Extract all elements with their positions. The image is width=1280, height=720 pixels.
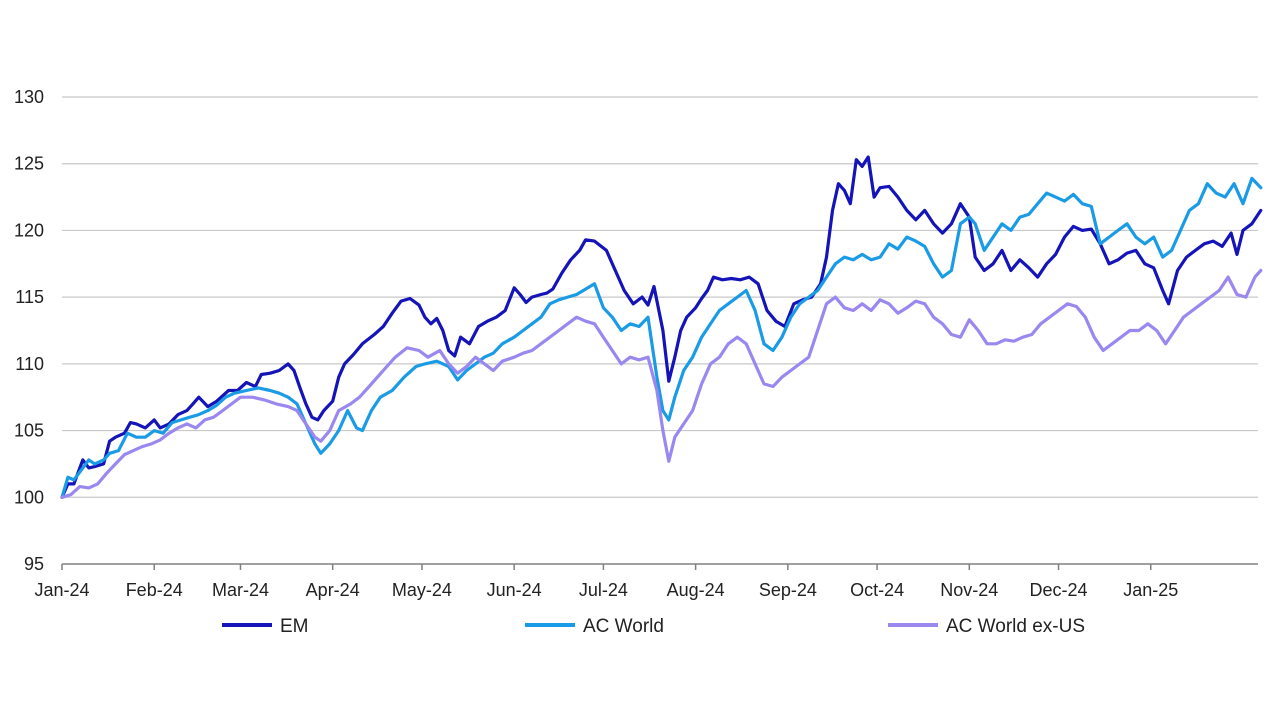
x-tick-label: Dec-24 <box>1030 580 1088 600</box>
series-line-0 <box>60 155 1263 499</box>
x-tick-label: Apr-24 <box>306 580 360 600</box>
x-tick-label: Nov-24 <box>940 580 998 600</box>
y-tick-label: 110 <box>15 354 44 374</box>
y-tick-label: 100 <box>14 487 44 507</box>
series-line-1 <box>60 176 1263 499</box>
x-tick-label: Jan-25 <box>1123 580 1178 600</box>
x-tick-label: Jul-24 <box>579 580 628 600</box>
x-tick-label: Jan-24 <box>34 580 89 600</box>
y-tick-label: 115 <box>15 287 44 307</box>
x-tick-label: May-24 <box>392 580 452 600</box>
x-tick-label: Oct-24 <box>850 580 904 600</box>
legend: EM AC World AC World ex-US <box>222 616 1085 637</box>
y-tick-label: 105 <box>14 421 44 441</box>
y-tick-label: 130 <box>14 87 44 107</box>
x-tick-label: Jun-24 <box>487 580 542 600</box>
x-tick-label: Feb-24 <box>126 580 183 600</box>
legend-label: EM <box>280 616 309 637</box>
x-tick-label: Sep-24 <box>759 580 817 600</box>
legend-label: AC World ex-US <box>946 616 1085 637</box>
x-tick-label: Aug-24 <box>667 580 725 600</box>
gridlines <box>62 96 1258 498</box>
y-tick-label: 120 <box>14 220 44 240</box>
x-tick-label: Mar-24 <box>212 580 269 600</box>
x-axis-labels: Jan-24 Feb-24 Mar-24 Apr-24 May-24 Jun-24 Jul-… <box>34 580 1178 600</box>
y-axis-labels: 95 100 105 110 115 120 125 130 <box>14 87 44 574</box>
legend-label: AC World <box>583 616 664 637</box>
series-lines <box>60 155 1263 499</box>
x-axis-ticks <box>61 564 1152 570</box>
series-line-2 <box>60 268 1263 499</box>
y-tick-label: 125 <box>14 154 44 174</box>
y-tick-label: 95 <box>24 554 44 574</box>
